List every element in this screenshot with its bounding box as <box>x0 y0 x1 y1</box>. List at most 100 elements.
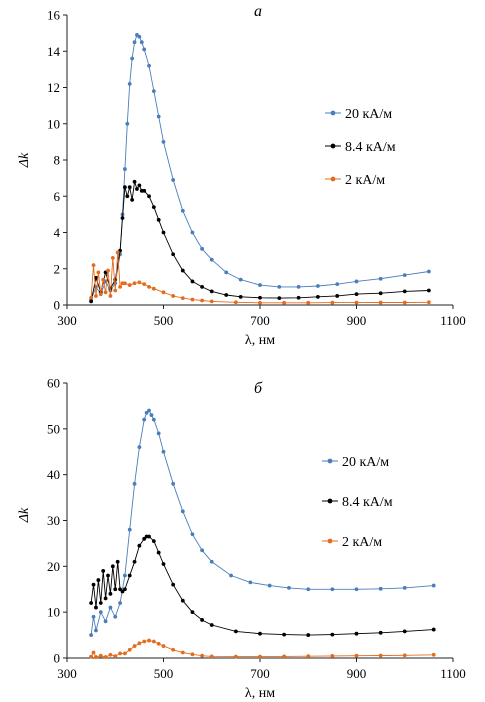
y-tick-label: 0 <box>54 298 61 313</box>
data-point <box>161 449 166 454</box>
data-point <box>267 583 272 588</box>
data-point <box>180 598 185 603</box>
data-point <box>171 294 176 298</box>
data-point <box>149 413 154 417</box>
y-tick-label: 2 <box>54 261 61 276</box>
legend-item: 2 кА/м <box>322 535 382 550</box>
data-point <box>137 34 142 39</box>
x-tick-label: 900 <box>347 666 367 681</box>
legend-marker <box>330 143 336 149</box>
data-point <box>123 185 127 190</box>
data-point <box>296 295 301 300</box>
data-point <box>282 632 287 637</box>
data-point <box>142 417 147 422</box>
legend-label: 20 кА/м <box>345 107 392 122</box>
data-point <box>118 284 122 289</box>
data-point <box>137 183 142 188</box>
data-point <box>171 647 176 652</box>
legend-label: 8.4 кА/м <box>345 140 396 155</box>
data-point <box>96 270 101 275</box>
data-point <box>156 641 161 646</box>
data-point <box>426 288 431 293</box>
data-point <box>108 652 113 657</box>
data-point <box>113 654 118 659</box>
data-point <box>426 300 431 305</box>
data-point <box>142 282 147 287</box>
y-tick-label: 30 <box>47 513 60 528</box>
data-point <box>98 653 103 658</box>
data-point <box>190 532 195 537</box>
data-point <box>127 647 132 652</box>
x-tick-label: 300 <box>57 313 77 328</box>
data-point <box>132 40 137 45</box>
legend-label: 8.4 кА/м <box>342 495 393 510</box>
series-line <box>90 409 434 636</box>
data-point <box>139 40 144 45</box>
y-tick-label: 8 <box>54 153 61 168</box>
data-point <box>147 194 151 199</box>
data-point <box>431 583 436 588</box>
data-point <box>127 283 132 287</box>
data-point <box>171 481 176 486</box>
x-tick-label: 900 <box>347 313 367 328</box>
y-tick-label: 12 <box>47 80 60 95</box>
data-point <box>180 650 185 655</box>
data-point <box>378 276 383 281</box>
data-point <box>171 582 176 587</box>
data-point <box>103 655 108 659</box>
data-point <box>229 573 233 578</box>
data-point <box>161 230 166 235</box>
y-tick-label: 10 <box>47 116 60 131</box>
data-point <box>330 587 335 592</box>
data-point <box>209 623 214 627</box>
data-point <box>142 47 147 52</box>
data-point <box>402 585 407 590</box>
data-point <box>330 300 335 305</box>
data-point <box>161 562 166 566</box>
series-line <box>90 536 434 636</box>
series-3 <box>89 638 436 659</box>
data-point <box>354 300 359 305</box>
y-tick-label: 60 <box>47 376 60 391</box>
legend: 20 кА/м 8.4 кА/м 2 кА/м <box>325 107 396 188</box>
data-point <box>209 257 214 262</box>
data-point <box>171 252 176 257</box>
data-point <box>200 653 205 658</box>
y-tick-label: 16 <box>47 8 61 23</box>
legend-item: 20 кА/м <box>322 455 389 470</box>
data-point <box>156 550 161 555</box>
data-point <box>378 300 383 305</box>
data-point <box>156 217 161 222</box>
data-point <box>91 263 96 268</box>
data-point <box>335 294 340 298</box>
data-point <box>238 277 243 282</box>
data-point <box>151 417 156 422</box>
y-tick-label: 4 <box>54 225 61 240</box>
data-point <box>258 654 262 659</box>
legend-marker <box>330 176 336 182</box>
data-point <box>132 179 137 184</box>
legend-marker <box>327 498 333 504</box>
series-1 <box>89 408 436 637</box>
data-point <box>120 589 125 594</box>
data-point <box>156 114 161 119</box>
data-point <box>137 445 142 450</box>
y-tick-label: 10 <box>47 605 60 620</box>
legend-item: 2 кА/м <box>325 173 385 188</box>
data-point <box>330 632 335 637</box>
data-point <box>118 651 122 656</box>
data-point <box>137 543 142 548</box>
data-point <box>190 610 195 615</box>
data-point <box>282 300 287 305</box>
data-point <box>94 294 98 298</box>
legend-label: 2 кА/м <box>345 173 385 188</box>
data-point <box>238 294 243 299</box>
data-point <box>402 653 407 658</box>
data-point <box>103 619 108 624</box>
legend-item: 8.4 кА/м <box>325 140 396 155</box>
data-point <box>190 279 195 284</box>
y-axis-label: Δk <box>17 507 32 523</box>
series-layer <box>89 408 436 659</box>
data-point <box>171 178 176 182</box>
data-point <box>200 618 205 622</box>
